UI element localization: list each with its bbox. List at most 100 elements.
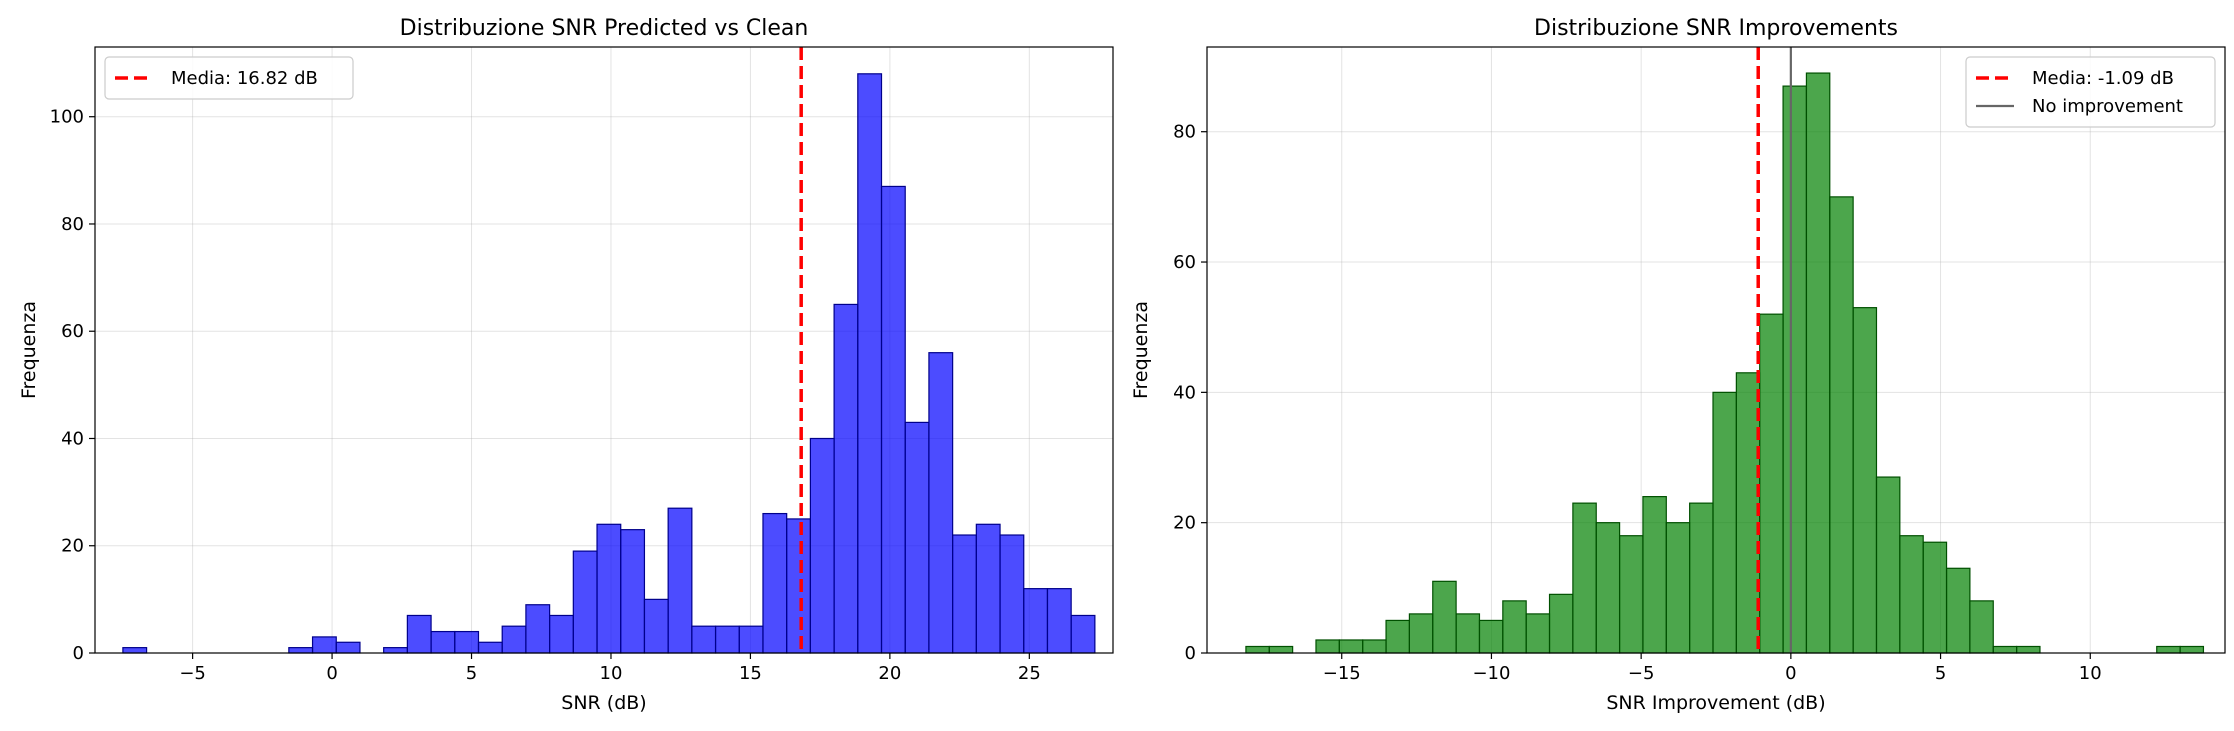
histogram-bar bbox=[1642, 496, 1667, 654]
histogram-bar bbox=[1595, 522, 1621, 654]
y-tick-label: 60 bbox=[61, 321, 84, 342]
legend: Media: 16.82 dB bbox=[104, 56, 354, 100]
histogram-bar bbox=[1899, 535, 1924, 654]
y-tick-label: 0 bbox=[1185, 643, 1196, 664]
chart-left: −5 0 5 10 15 20 25 0 20 40 60 80 100 Distribuzione SN… bbox=[18, 16, 1114, 714]
legend-box bbox=[104, 56, 354, 100]
histogram-bar bbox=[1046, 588, 1072, 654]
legend-label: No improvement bbox=[2032, 96, 2183, 117]
histogram-bar bbox=[430, 630, 456, 654]
legend-label: Media: 16.82 dB bbox=[171, 68, 318, 89]
x-tick-label: 0 bbox=[1785, 663, 1796, 684]
histogram-bar bbox=[1829, 196, 1854, 654]
x-tick-label: 20 bbox=[878, 663, 901, 684]
histogram-bar bbox=[1070, 614, 1096, 654]
histogram-bar bbox=[2016, 645, 2041, 654]
histogram-bar bbox=[1478, 619, 1504, 654]
histogram-bar bbox=[1315, 639, 1340, 654]
y-tick-label: 40 bbox=[1173, 382, 1196, 403]
histogram-bar bbox=[1548, 593, 1574, 654]
x-tick-label: 0 bbox=[326, 663, 337, 684]
histogram-bar bbox=[1759, 313, 1784, 654]
histogram-bar bbox=[1023, 588, 1049, 654]
histogram-bar bbox=[1385, 619, 1411, 654]
histogram-bar bbox=[738, 625, 764, 654]
histogram-bar bbox=[1525, 613, 1551, 654]
chart-title: Distribuzione SNR Improvements bbox=[1534, 16, 1898, 41]
y-tick-label: 20 bbox=[61, 536, 84, 557]
chart-right: −15 −10 −5 0 5 10 0 20 40 60 80 Distribuzione SNR I… bbox=[1130, 16, 2226, 714]
histogram-bar bbox=[1922, 541, 1948, 654]
y-axis-label: Frequenza bbox=[18, 301, 40, 399]
histogram-bar bbox=[620, 529, 646, 654]
x-tick-label: 5 bbox=[1935, 663, 1946, 684]
histogram-bar bbox=[406, 614, 432, 654]
chart-title: Distribuzione SNR Predicted vs Clean bbox=[400, 16, 809, 41]
plot-frame bbox=[94, 46, 1114, 654]
legend-label: Media: -1.09 dB bbox=[2032, 68, 2174, 89]
y-tick-label: 60 bbox=[1173, 252, 1196, 273]
x-tick-label: 15 bbox=[739, 663, 762, 684]
histogram-bar bbox=[1992, 645, 2018, 654]
histogram-bar bbox=[1245, 645, 1270, 654]
histogram-bar bbox=[1268, 645, 1294, 654]
histogram-bar bbox=[1455, 613, 1481, 654]
x-axis-label: SNR (dB) bbox=[561, 692, 646, 714]
histogram-bar bbox=[857, 73, 883, 654]
y-tick-label: 100 bbox=[50, 107, 84, 128]
histogram-bar bbox=[880, 185, 906, 654]
histogram-bar bbox=[667, 507, 693, 654]
histogram-bar bbox=[596, 523, 622, 654]
histogram-bar bbox=[572, 550, 598, 654]
histogram-bar bbox=[1852, 307, 1878, 654]
histogram-bar bbox=[691, 625, 717, 654]
x-tick-label: −15 bbox=[1323, 663, 1361, 684]
histogram-bar bbox=[454, 630, 480, 654]
histogram-bar bbox=[1875, 476, 1901, 654]
histogram-bar bbox=[1712, 391, 1737, 654]
histogram-bar bbox=[383, 647, 408, 654]
x-tick-label: 5 bbox=[466, 663, 477, 684]
histogram-bar bbox=[904, 421, 930, 654]
histogram-bar bbox=[762, 512, 788, 654]
histogram-bar bbox=[477, 641, 503, 654]
y-tick-label: 80 bbox=[1173, 122, 1196, 143]
histogram-bar bbox=[1572, 502, 1597, 654]
histogram-bar bbox=[1945, 567, 1971, 654]
x-tick-label: −5 bbox=[179, 663, 206, 684]
histogram-bar bbox=[501, 625, 527, 654]
x-tick-label: −10 bbox=[1472, 663, 1510, 684]
histogram-bar bbox=[1618, 535, 1644, 654]
histogram-bar bbox=[928, 352, 954, 654]
histogram-bar bbox=[1735, 372, 1761, 654]
x-tick-label: 10 bbox=[2079, 663, 2102, 684]
histogram-bar bbox=[1969, 600, 1994, 654]
histogram-bar bbox=[714, 625, 740, 654]
histogram-bar bbox=[335, 641, 361, 654]
histogram-bar bbox=[833, 303, 859, 654]
y-tick-label: 20 bbox=[1173, 513, 1196, 534]
x-tick-label: 25 bbox=[1018, 663, 1041, 684]
x-tick-label: 10 bbox=[600, 663, 623, 684]
histogram-bar bbox=[643, 598, 669, 654]
histogram-bar bbox=[1665, 522, 1691, 654]
histogram-bar bbox=[1432, 580, 1457, 654]
x-axis-label: SNR Improvement (dB) bbox=[1606, 692, 1825, 714]
histogram-bar bbox=[2156, 645, 2181, 654]
plot-frame bbox=[1206, 46, 2226, 654]
histogram-bar bbox=[1805, 72, 1831, 654]
x-tick-label: −5 bbox=[1628, 663, 1655, 684]
histogram-bar bbox=[1362, 639, 1387, 654]
histogram-bar bbox=[1782, 85, 1808, 654]
y-tick-label: 0 bbox=[73, 643, 84, 664]
histogram-bar bbox=[525, 604, 551, 654]
histogram-bar bbox=[1338, 639, 1364, 654]
histogram-bar bbox=[999, 534, 1025, 654]
histogram-bar bbox=[1689, 502, 1714, 654]
y-tick-label: 80 bbox=[61, 214, 84, 235]
histogram-bar bbox=[1502, 600, 1527, 654]
histogram-bar bbox=[122, 647, 148, 654]
legend-box bbox=[1965, 56, 2216, 128]
histogram-bar bbox=[1408, 613, 1434, 654]
